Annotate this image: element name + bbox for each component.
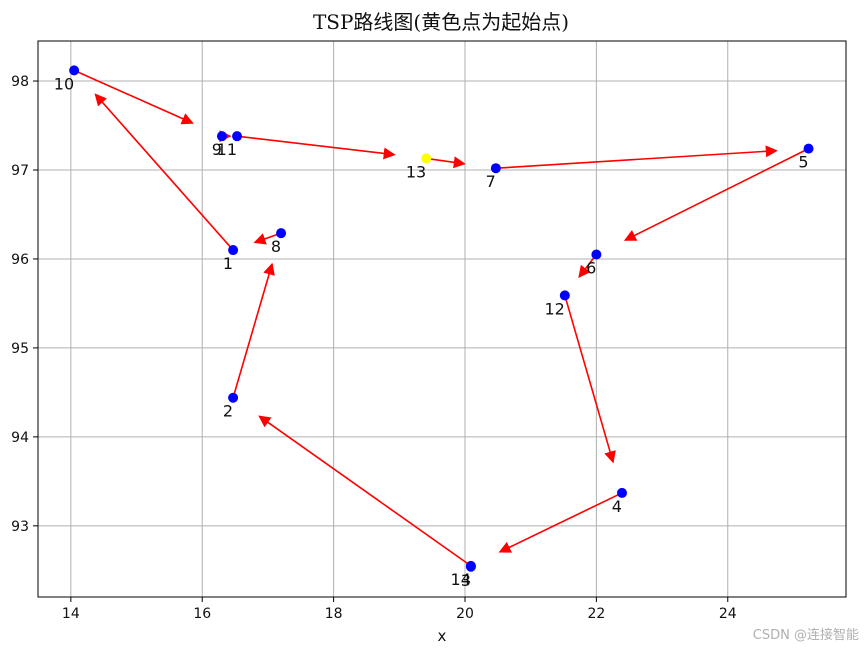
chart-title: TSP路线图(黄色点为起始点) [313, 10, 569, 34]
city-label: 10 [54, 74, 74, 93]
city-label: 2 [223, 402, 233, 421]
route-arrow [236, 135, 396, 160]
city-point [228, 392, 239, 403]
city-label: 6 [586, 259, 596, 278]
route-arrow [94, 93, 234, 251]
x-tick-label: 16 [193, 606, 211, 622]
route-arrow [564, 295, 616, 464]
watermark: CSDN @连接智能 [752, 628, 859, 643]
route-arrow [232, 262, 275, 398]
city-label: 12 [544, 299, 564, 318]
city-point [232, 131, 243, 142]
city-label: 11 [217, 140, 237, 159]
city-point [490, 163, 501, 174]
x-axis-label: x [438, 627, 447, 645]
route-arrow [623, 147, 809, 241]
city-label: 14 [451, 570, 471, 589]
city-label: 4 [612, 497, 622, 516]
route-arrow [73, 69, 194, 125]
city-point [465, 560, 476, 571]
y-tick-label: 93 [11, 519, 29, 535]
route-arrow [426, 156, 466, 169]
start-point [421, 153, 432, 164]
city-point [69, 65, 80, 76]
city-label: 7 [486, 172, 496, 191]
city-point [276, 228, 287, 239]
grid [38, 41, 846, 597]
route-arrows [73, 69, 809, 567]
plot-frame [37, 40, 847, 598]
city-point [591, 249, 602, 260]
route-arrow [258, 415, 472, 567]
x-tick-label: 20 [456, 606, 474, 622]
y-tick-label: 98 [11, 74, 29, 90]
city-label: 3 [461, 571, 471, 590]
route-arrow [498, 492, 623, 553]
city-label: 1 [223, 254, 233, 273]
city-label: 5 [798, 153, 808, 172]
route-arrow [495, 145, 778, 170]
city-point [559, 290, 570, 301]
city-point [228, 245, 239, 256]
x-tick-label: 24 [719, 606, 737, 622]
y-tick-label: 96 [11, 252, 29, 268]
city-point [803, 143, 814, 154]
y-tick-label: 95 [11, 341, 29, 357]
city-label: 8 [271, 237, 281, 256]
city-point [616, 487, 627, 498]
y-tick-label: 94 [11, 430, 29, 446]
city-label: 13 [406, 162, 426, 181]
city-label: 9 [212, 140, 222, 159]
x-tick-label: 14 [62, 606, 80, 622]
city-point [216, 131, 227, 142]
city-points [69, 65, 814, 572]
x-tick-label: 22 [587, 606, 605, 622]
x-tick-label: 18 [325, 606, 343, 622]
y-tick-label: 97 [11, 163, 29, 179]
